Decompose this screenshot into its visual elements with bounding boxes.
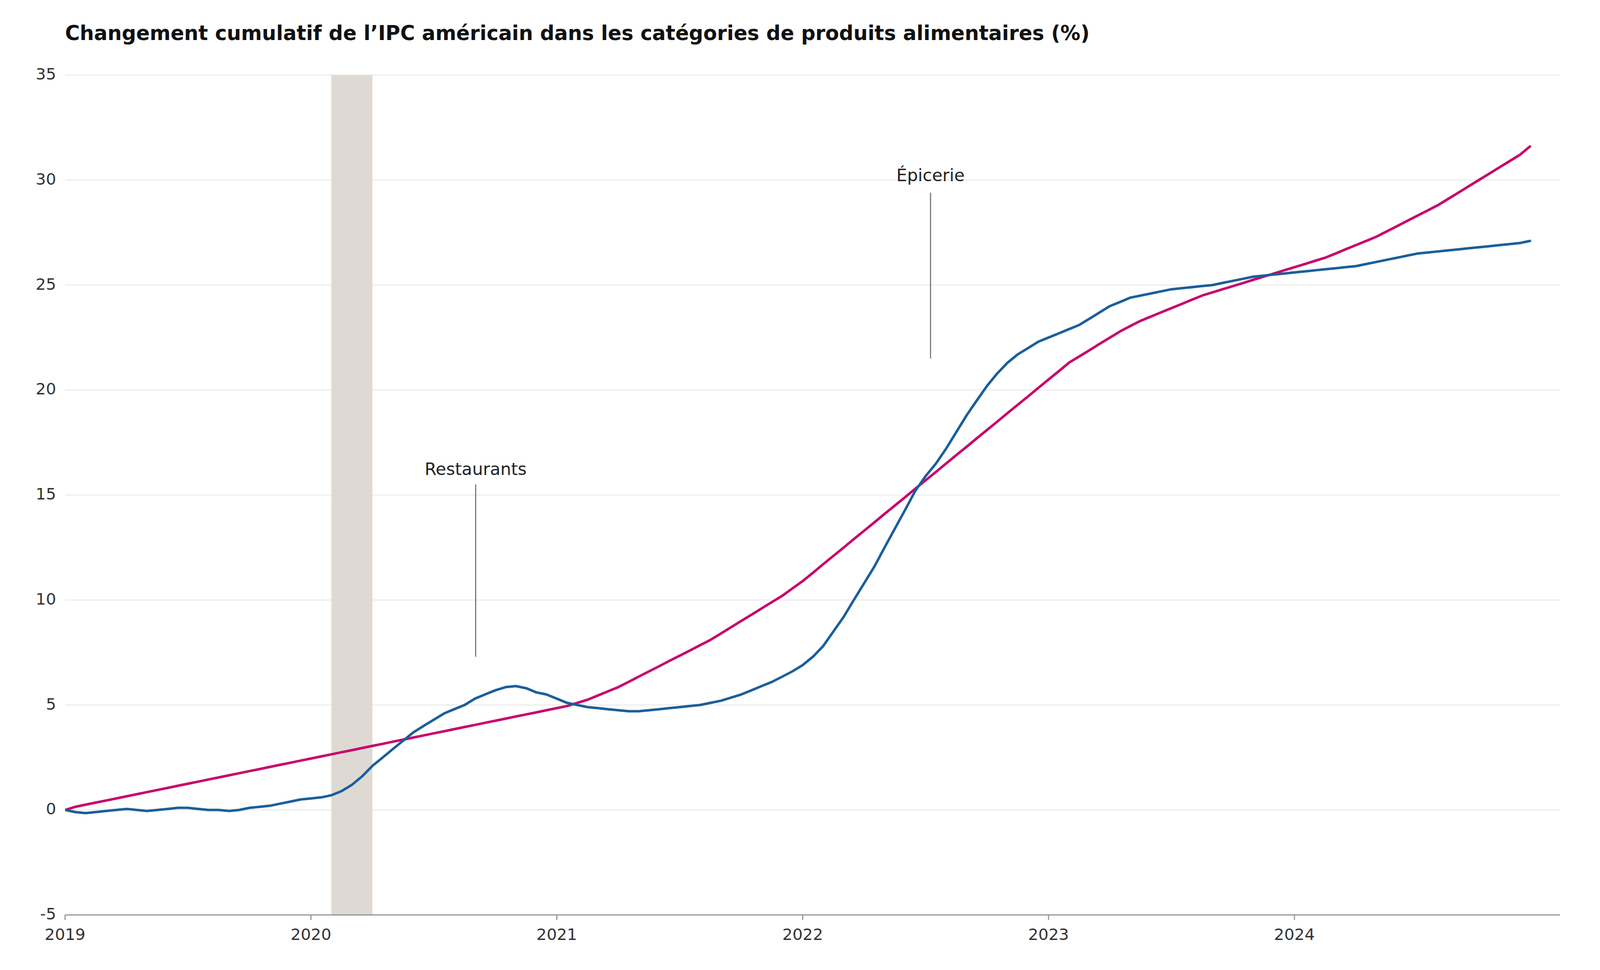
x-tick-label: 2024 xyxy=(1274,925,1315,945)
recession-span xyxy=(331,75,373,916)
annotation-line xyxy=(475,484,477,657)
x-axis-line xyxy=(65,914,1560,916)
x-tick xyxy=(310,915,312,921)
x-tick xyxy=(64,915,66,921)
y-tick-label: 5 xyxy=(46,694,57,714)
series-line xyxy=(65,146,1530,811)
y-tick-label: 15 xyxy=(35,484,57,504)
grid xyxy=(65,75,1560,916)
x-tick xyxy=(1294,915,1296,921)
grid-line xyxy=(65,704,1560,706)
annotation: Épicerie xyxy=(896,165,965,186)
x-tick-label: 2022 xyxy=(782,925,824,945)
grid-line xyxy=(65,810,1560,812)
x-tick xyxy=(556,915,558,921)
series-line xyxy=(65,240,1530,814)
x-tick-label: 2023 xyxy=(1028,925,1069,945)
grid-line xyxy=(65,284,1560,286)
chart: Changement cumulatif de l’IPC américain … xyxy=(0,0,1600,970)
y-tick-label: 0 xyxy=(46,799,57,819)
grid-line xyxy=(65,74,1560,76)
x-tick xyxy=(1047,915,1049,921)
plot-area xyxy=(65,75,1530,916)
y-tick-label: -5 xyxy=(40,904,57,924)
annotation-line xyxy=(930,192,932,359)
y-tick-label: 35 xyxy=(35,64,57,84)
x-tick-label: 2020 xyxy=(290,925,331,945)
title: Changement cumulatif de l’IPC américain … xyxy=(65,21,1090,45)
y-tick-label: 25 xyxy=(35,274,57,294)
grid-line xyxy=(65,389,1560,391)
x-tick-label: 2019 xyxy=(44,925,86,945)
y-tick-label: 30 xyxy=(35,169,57,189)
y-tick-label: 20 xyxy=(35,379,57,399)
y-tick-label: 10 xyxy=(35,589,57,609)
grid-line xyxy=(65,179,1560,181)
grid-line xyxy=(65,599,1560,601)
grid-line xyxy=(65,494,1560,496)
grid-line xyxy=(65,914,1560,916)
background xyxy=(0,0,1600,970)
x-tick xyxy=(802,915,804,921)
annotation: Restaurants xyxy=(424,459,527,480)
x-tick-label: 2021 xyxy=(536,925,578,945)
